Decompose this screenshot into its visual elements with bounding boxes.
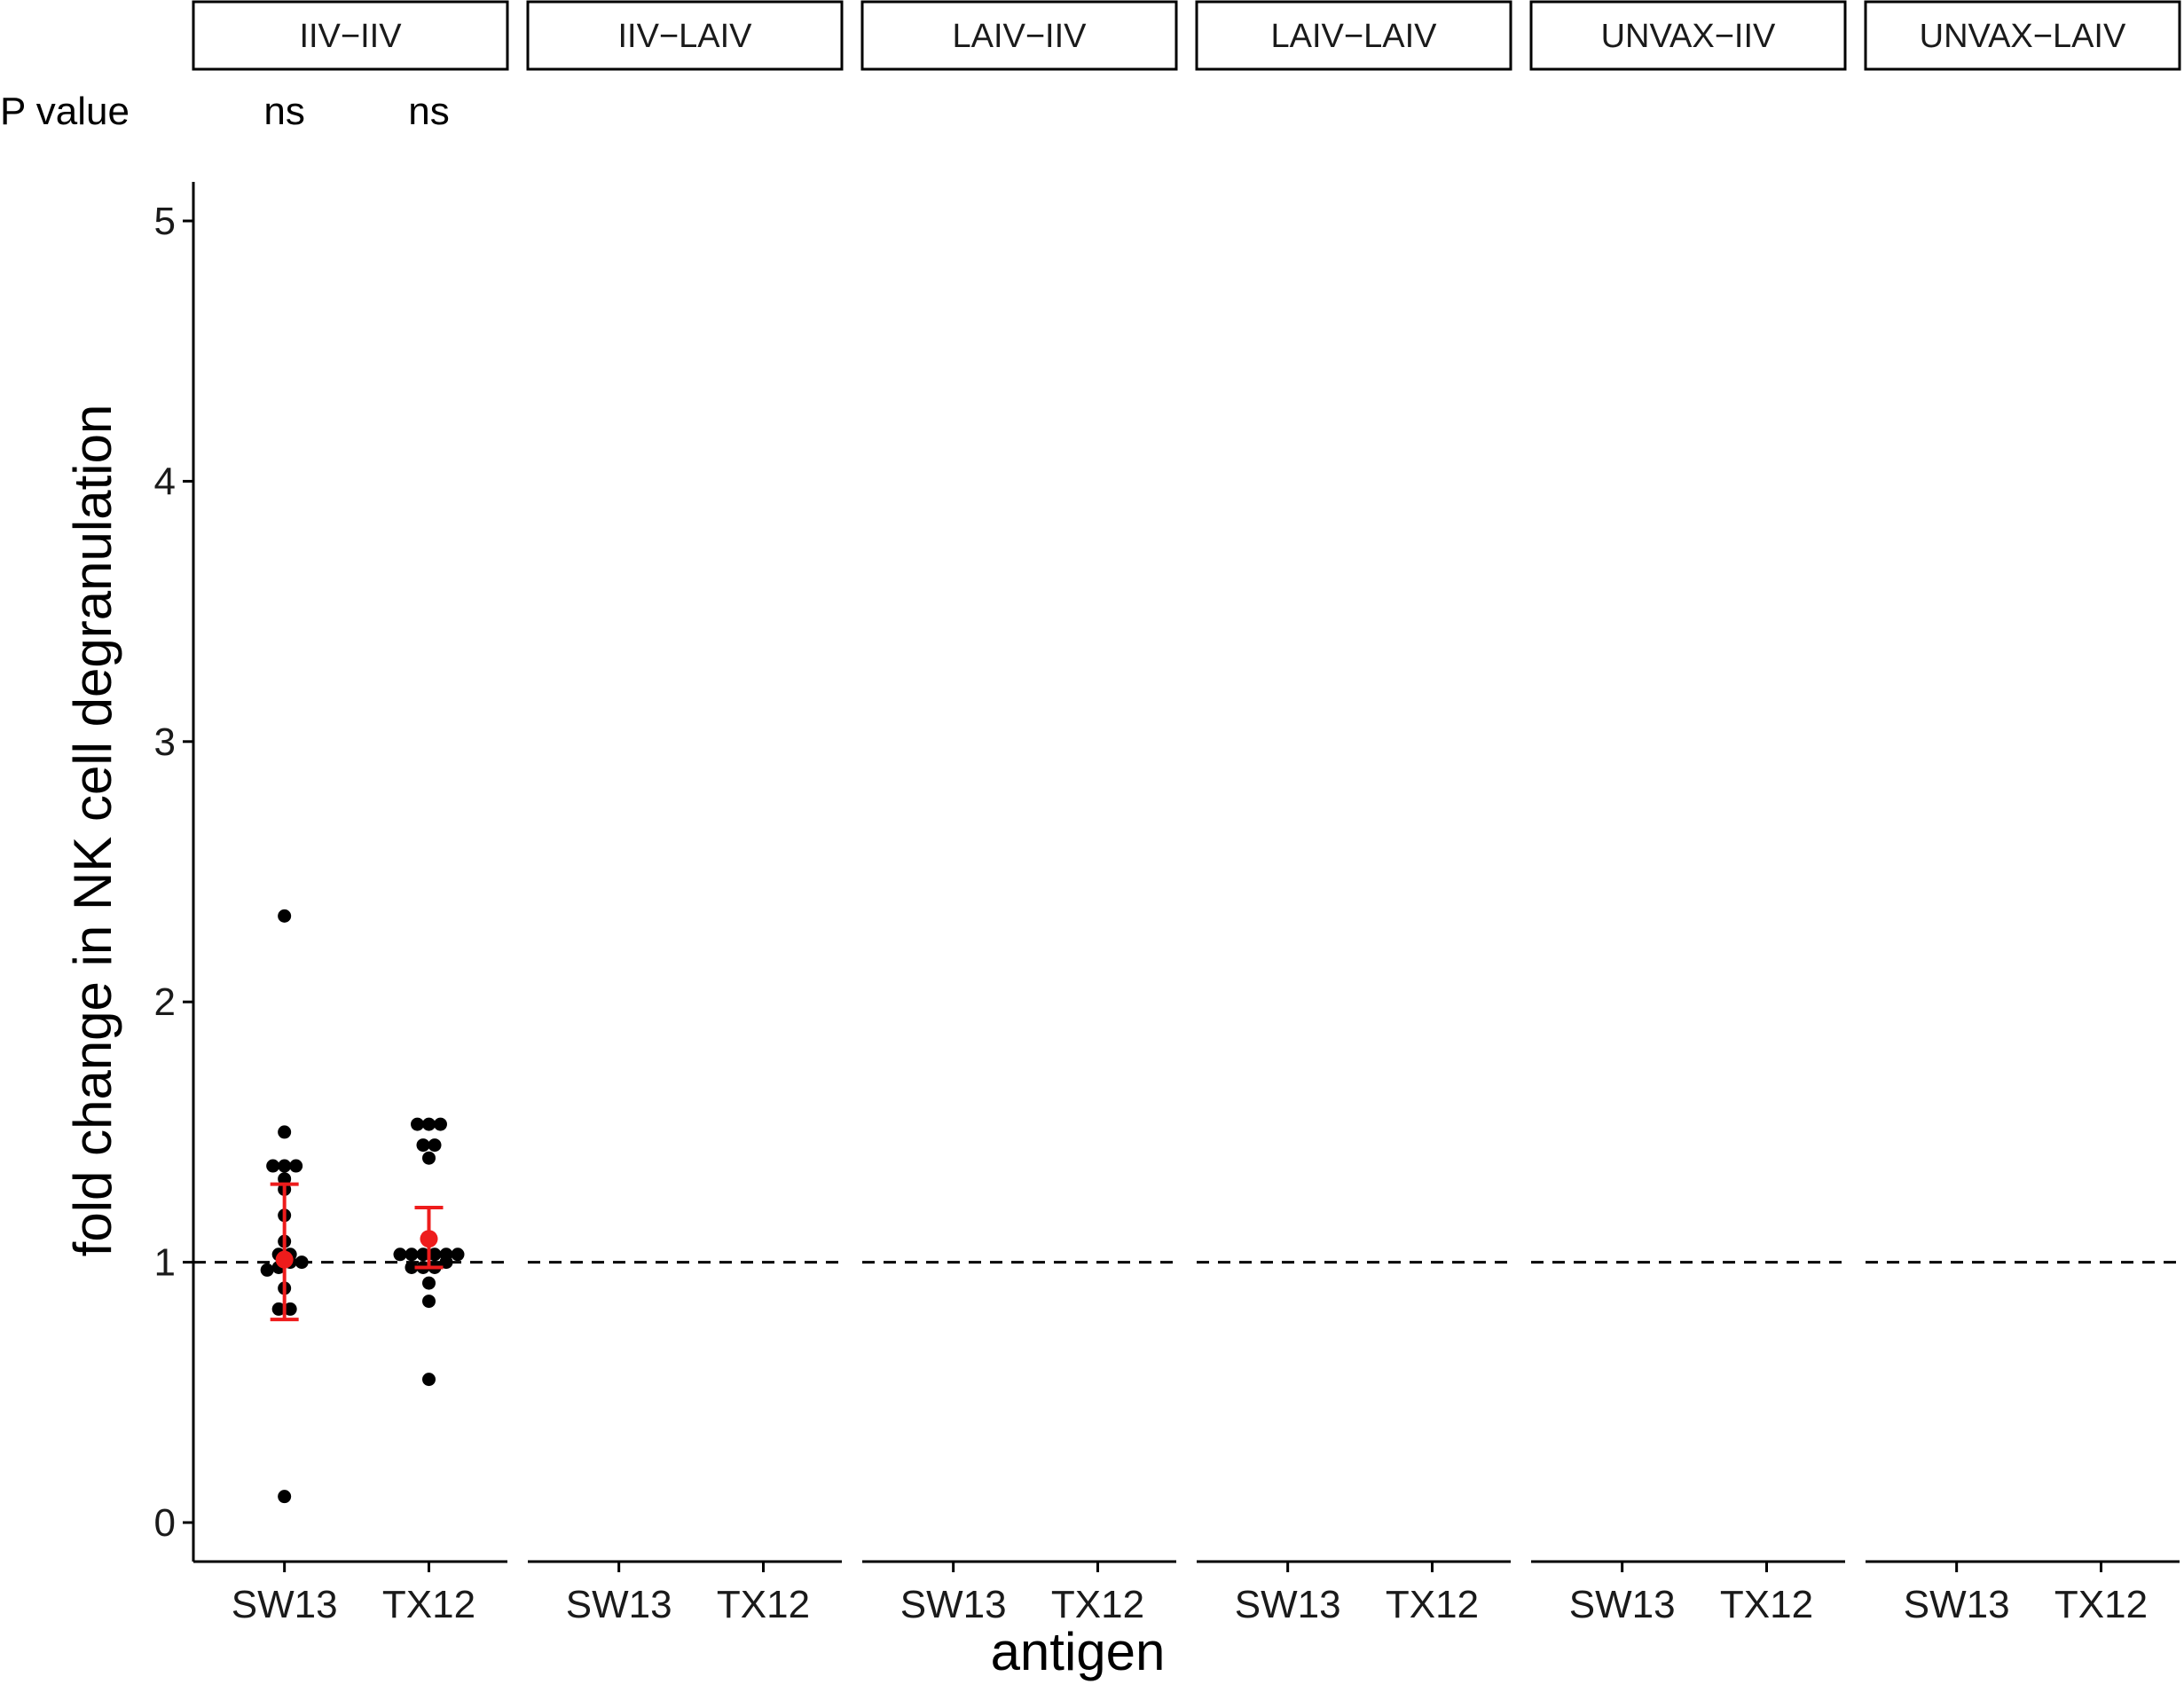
- x-tick-label: SW13: [900, 1583, 1007, 1626]
- facet-strip-box: [860, 0, 1178, 71]
- facet-strip-box: [192, 0, 509, 71]
- p-value: ns: [263, 90, 304, 133]
- data-point: [393, 1247, 407, 1262]
- data-point: [422, 1117, 436, 1131]
- y-tick-label: 2: [154, 980, 176, 1024]
- data-point: [428, 1247, 442, 1262]
- y-tick-label: 1: [154, 1241, 176, 1285]
- data-point: [422, 1295, 436, 1309]
- data-point: [405, 1247, 419, 1262]
- x-tick-label: TX12: [1386, 1583, 1479, 1626]
- data-point: [278, 1490, 292, 1504]
- x-tick-label: TX12: [382, 1583, 475, 1626]
- facet-strip-label: LAIV−LAIV: [1271, 18, 1438, 55]
- summary-marks: [270, 1182, 444, 1322]
- data-point: [434, 1117, 447, 1131]
- facet-strip-box: [1195, 0, 1512, 71]
- p-value: ns: [408, 90, 449, 133]
- data-point: [405, 1260, 419, 1274]
- data-point: [428, 1138, 442, 1153]
- facet-strip: IIV−IIV: [192, 0, 509, 71]
- data-point: [278, 1172, 292, 1186]
- p-value-label: P value: [0, 90, 130, 133]
- facet-strip: UNVAX−LAIV: [1864, 0, 2181, 71]
- facet-strip: LAIV−LAIV: [1195, 0, 1512, 71]
- data-point: [278, 1125, 292, 1139]
- data-point: [422, 1373, 436, 1387]
- data-point: [289, 1159, 303, 1173]
- facet-strips: IIV−IIV IIV−LAIV LAIV−IIV LAIV−LAIV UNVAX−II…: [192, 0, 2181, 71]
- y-tick-label: 4: [154, 460, 176, 503]
- mean-point: [275, 1250, 294, 1269]
- data-point: [416, 1138, 430, 1153]
- data-point: [416, 1247, 430, 1262]
- data-point: [295, 1255, 309, 1270]
- data-point: [283, 1302, 297, 1316]
- p-value-row: P value ns ns: [0, 90, 450, 133]
- x-tick-label: SW13: [232, 1583, 338, 1626]
- facet-strip-box: [1529, 0, 1847, 71]
- data-point: [411, 1117, 424, 1131]
- x-tick-label: TX12: [1051, 1583, 1144, 1626]
- data-point: [271, 1302, 286, 1316]
- y-tick-label: 5: [154, 200, 176, 243]
- mean-point: [420, 1230, 438, 1248]
- x-tick-label: TX12: [717, 1583, 810, 1626]
- facet-strip-label: LAIV−IIV: [952, 18, 1087, 55]
- facet-strip-label: UNVAX−LAIV: [1920, 18, 2126, 55]
- facet-strip: LAIV−IIV: [860, 0, 1178, 71]
- facet-strip-label: IIV−LAIV: [617, 18, 752, 55]
- facet-strip: IIV−LAIV: [526, 0, 844, 71]
- data-point: [278, 1159, 292, 1173]
- x-tick-label: TX12: [1720, 1583, 1813, 1626]
- data-point: [422, 1151, 436, 1165]
- y-tick-label: 0: [154, 1501, 176, 1545]
- y-axis-title: fold change in NK cell degranulation: [63, 405, 122, 1257]
- facet-strip-label: IIV−IIV: [299, 18, 402, 55]
- facet-strip-box: [526, 0, 844, 71]
- data-point: [422, 1276, 436, 1290]
- data-point: [439, 1247, 453, 1262]
- facet-strip: UNVAX−IIV: [1529, 0, 1847, 71]
- data-points: [260, 909, 465, 1504]
- facet-strip-label: UNVAX−IIV: [1601, 18, 1776, 55]
- x-tick-label: SW13: [1904, 1583, 2010, 1626]
- data-point: [278, 909, 292, 923]
- x-axis-title: antigen: [991, 1622, 1166, 1681]
- data-point: [451, 1247, 465, 1262]
- y-axis: 0 1 2 3 4 5: [154, 182, 195, 1562]
- x-tick-label: TX12: [2054, 1583, 2148, 1626]
- x-axes: SW13 TX12 SW13 TX12 SW13 TX12 SW13 TX12 SW13 TX12…: [193, 1560, 2180, 1626]
- x-tick-label: SW13: [1569, 1583, 1676, 1626]
- x-tick-label: SW13: [566, 1583, 672, 1626]
- y-tick-label: 3: [154, 720, 176, 764]
- data-point: [260, 1263, 274, 1277]
- facet-strip-box: [1864, 0, 2181, 71]
- data-point: [266, 1159, 280, 1173]
- x-tick-label: SW13: [1235, 1583, 1341, 1626]
